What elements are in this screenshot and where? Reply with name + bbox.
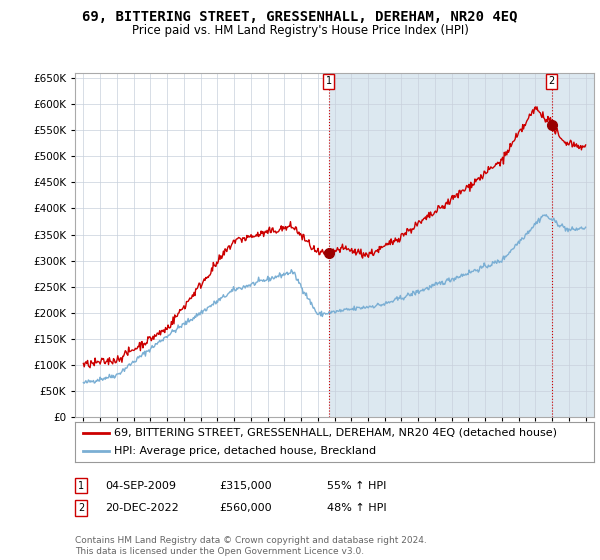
Text: 55% ↑ HPI: 55% ↑ HPI [327, 480, 386, 491]
Text: 2: 2 [548, 76, 555, 86]
Text: 1: 1 [326, 76, 332, 86]
Text: Price paid vs. HM Land Registry's House Price Index (HPI): Price paid vs. HM Land Registry's House … [131, 24, 469, 36]
Text: 69, BITTERING STREET, GRESSENHALL, DEREHAM, NR20 4EQ (detached house): 69, BITTERING STREET, GRESSENHALL, DEREH… [114, 428, 557, 437]
Bar [329, 73, 594, 417]
Text: £560,000: £560,000 [219, 503, 272, 513]
Text: 04-SEP-2009: 04-SEP-2009 [105, 480, 176, 491]
Text: 69, BITTERING STREET, GRESSENHALL, DEREHAM, NR20 4EQ: 69, BITTERING STREET, GRESSENHALL, DEREH… [82, 10, 518, 24]
Text: Contains HM Land Registry data © Crown copyright and database right 2024.
This d: Contains HM Land Registry data © Crown c… [75, 536, 427, 556]
Text: 1: 1 [78, 480, 84, 491]
Text: 2: 2 [78, 503, 84, 513]
Text: £315,000: £315,000 [219, 480, 272, 491]
Text: 48% ↑ HPI: 48% ↑ HPI [327, 503, 386, 513]
Text: 20-DEC-2022: 20-DEC-2022 [105, 503, 179, 513]
Text: HPI: Average price, detached house, Breckland: HPI: Average price, detached house, Brec… [114, 446, 376, 456]
